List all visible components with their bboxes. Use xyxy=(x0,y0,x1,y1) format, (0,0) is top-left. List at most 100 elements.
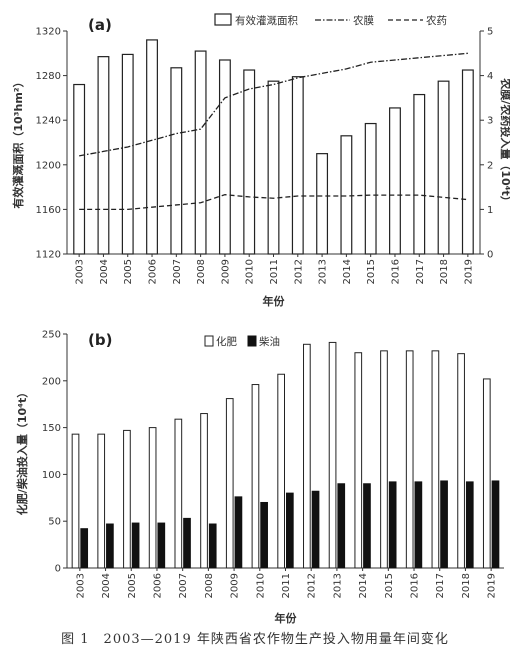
bar-fertilizer-2003 xyxy=(71,433,80,569)
x-tick-label: 2004 xyxy=(101,573,112,598)
bar-irrigation-2019 xyxy=(461,69,474,255)
x-tick-label: 2015 xyxy=(366,259,377,284)
bar-diesel-2017 xyxy=(440,480,448,569)
x-tick-label: 2014 xyxy=(342,259,353,284)
x-tick-label: 2008 xyxy=(196,259,207,284)
bar-diesel-2011 xyxy=(286,492,294,569)
bar-fertilizer-2004 xyxy=(97,433,106,569)
bar-irrigation-2004 xyxy=(97,56,110,255)
x-tick-label: 2010 xyxy=(255,573,266,598)
bar-fertilizer-2008 xyxy=(200,413,208,569)
left-tick-label: 200 xyxy=(42,376,61,387)
legend-swatch-diesel xyxy=(247,335,257,347)
left-tick-label: 1160 xyxy=(36,205,61,216)
bar-irrigation-2008 xyxy=(194,50,207,255)
left-tick-label: 250 xyxy=(42,330,61,341)
bar-irrigation-2012 xyxy=(291,76,304,255)
x-tick-label: 2019 xyxy=(487,573,498,598)
bar-diesel-2014 xyxy=(363,483,371,569)
right-tick-label: 0 xyxy=(487,250,493,261)
x-tick-label: 2013 xyxy=(332,573,343,598)
bar-fertilizer-2015 xyxy=(380,350,388,569)
x-tick-label: 2018 xyxy=(439,259,450,284)
x-axis-label: 年份 xyxy=(275,611,298,625)
x-tick-label: 2003 xyxy=(75,573,86,598)
bar-diesel-2018 xyxy=(465,481,474,569)
right-tick-label: 1 xyxy=(487,205,493,216)
bar-fertilizer-2011 xyxy=(277,373,285,569)
bar-irrigation-2016 xyxy=(389,107,401,255)
bar-diesel-2012 xyxy=(311,490,320,569)
bar-irrigation-2005 xyxy=(121,53,134,255)
left-tick-label: 150 xyxy=(42,423,61,434)
bar-irrigation-2017 xyxy=(413,93,426,255)
x-tick-label: 2006 xyxy=(148,259,159,284)
x-tick-label: 2011 xyxy=(281,573,292,598)
x-tick-label: 2009 xyxy=(230,573,241,598)
bar-fertilizer-2012 xyxy=(303,343,311,569)
left-tick-label: 1280 xyxy=(36,71,61,82)
x-tick-label: 2012 xyxy=(293,259,304,284)
x-tick-label: 2005 xyxy=(123,259,134,284)
panel-label-b: (b) xyxy=(88,331,112,349)
left-tick-label: 1320 xyxy=(36,27,61,38)
x-tick-label: 2003 xyxy=(75,259,86,284)
y-axis-label: 有效灌溉面积（10³hm²） xyxy=(11,76,25,208)
bar-fertilizer-2019 xyxy=(482,378,491,569)
legend-label-fertilizer: 化肥 xyxy=(216,335,237,348)
bar-fertilizer-2005 xyxy=(123,429,131,569)
bar-irrigation-2011 xyxy=(267,80,280,255)
figure-caption: 图 1 2003—2019 年陕西省农作物生产投入物用量年间变化 xyxy=(61,632,449,647)
left-tick-label: 1120 xyxy=(36,250,61,261)
bar-irrigation-2007 xyxy=(170,67,183,255)
bar-irrigation-2015 xyxy=(364,122,377,255)
x-tick-label: 2006 xyxy=(152,573,163,598)
bar-irrigation-2006 xyxy=(146,39,158,255)
x-tick-label: 2013 xyxy=(318,259,329,284)
x-tick-label: 2007 xyxy=(178,573,189,598)
x-tick-label: 2019 xyxy=(463,259,474,284)
panel-b: 0 50 100 150 200 250 2003 2004 2005 2006 2007 2008 2… xyxy=(15,330,504,625)
bar-diesel-2003 xyxy=(80,528,89,569)
bar-diesel-2013 xyxy=(337,483,346,569)
x-tick-label: 2010 xyxy=(245,259,256,284)
bar-fertilizer-2010 xyxy=(251,384,260,569)
bar-fertilizer-2018 xyxy=(457,353,465,569)
bar-diesel-2009 xyxy=(234,496,243,569)
x-tick-label: 2007 xyxy=(172,259,183,284)
right-tick-label: 5 xyxy=(487,27,493,38)
left-tick-label: 0 xyxy=(55,564,61,575)
x-tick-label: 2018 xyxy=(461,573,472,598)
y2-axis-label: 农膜/农药投入量（10⁴t） xyxy=(499,77,510,206)
left-tick-label: 1240 xyxy=(36,116,61,127)
x-tick-label: 2005 xyxy=(127,573,138,598)
bar-fertilizer-2017 xyxy=(431,350,440,569)
bar-irrigation-2013 xyxy=(316,153,329,255)
bar-diesel-2004 xyxy=(106,523,114,569)
bar-diesel-2010 xyxy=(260,501,268,569)
x-tick-label: 2015 xyxy=(384,573,395,598)
x-tick-label: 2009 xyxy=(220,259,231,284)
bar-irrigation-2018 xyxy=(437,80,450,255)
bar-diesel-2019 xyxy=(491,480,500,569)
legend-label-pesticide: 农药 xyxy=(426,14,447,27)
legend-label-film: 农膜 xyxy=(353,14,374,27)
right-tick-label: 2 xyxy=(487,160,493,171)
line-pesticide xyxy=(79,194,468,211)
right-tick-label: 3 xyxy=(487,116,493,127)
x-tick-label: 2016 xyxy=(390,259,401,284)
y-axis-label: 化肥/柴油投入量（10⁴t） xyxy=(15,387,29,515)
panel-a: 1120 1160 1200 1240 1280 1320 0 1 2 3 4 5 2003 2004 20… xyxy=(11,13,510,308)
bar-irrigation-2003 xyxy=(73,83,86,255)
left-tick-label: 50 xyxy=(48,517,61,528)
bar-diesel-2005 xyxy=(131,522,140,569)
x-tick-label: 2004 xyxy=(99,259,110,284)
bar-fertilizer-2013 xyxy=(328,341,337,569)
bar-fertilizer-2014 xyxy=(354,352,363,569)
left-tick-label: 1200 xyxy=(36,160,61,171)
bar-diesel-2015 xyxy=(388,481,397,569)
bar-irrigation-2009 xyxy=(218,59,231,255)
x-tick-label: 2017 xyxy=(435,573,446,598)
bar-diesel-2006 xyxy=(157,522,166,569)
bar-irrigation-2014 xyxy=(340,135,353,255)
